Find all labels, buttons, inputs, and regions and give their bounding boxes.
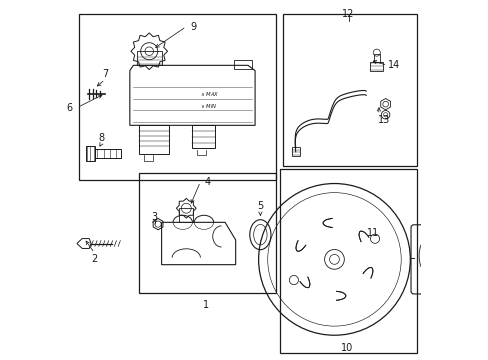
Text: 7: 7 — [102, 69, 108, 79]
Text: 1: 1 — [202, 300, 208, 310]
Text: $\wedge$ MAX: $\wedge$ MAX — [200, 90, 219, 98]
Text: 9: 9 — [190, 22, 196, 32]
Bar — [291, 147, 299, 156]
Bar — [373, 54, 379, 62]
Bar — [191, 125, 214, 148]
Text: $\vee$ MIN: $\vee$ MIN — [200, 102, 217, 110]
Text: 2: 2 — [91, 255, 98, 264]
Text: 6: 6 — [67, 103, 73, 113]
Bar — [279, 170, 417, 353]
Text: 13: 13 — [377, 115, 389, 125]
Text: 14: 14 — [387, 60, 400, 70]
Text: 3: 3 — [151, 212, 157, 222]
Bar — [179, 208, 193, 222]
Text: 10: 10 — [340, 343, 352, 352]
Text: 4: 4 — [204, 177, 210, 187]
Bar — [79, 14, 276, 180]
Bar — [370, 62, 383, 71]
Text: 8: 8 — [99, 133, 104, 143]
Text: 11: 11 — [366, 228, 379, 238]
Bar — [233, 60, 251, 69]
Bar — [139, 173, 276, 293]
Text: 5: 5 — [257, 202, 263, 211]
Bar — [137, 51, 161, 65]
Bar — [139, 125, 168, 153]
Bar — [283, 14, 417, 166]
Text: 12: 12 — [342, 9, 354, 19]
